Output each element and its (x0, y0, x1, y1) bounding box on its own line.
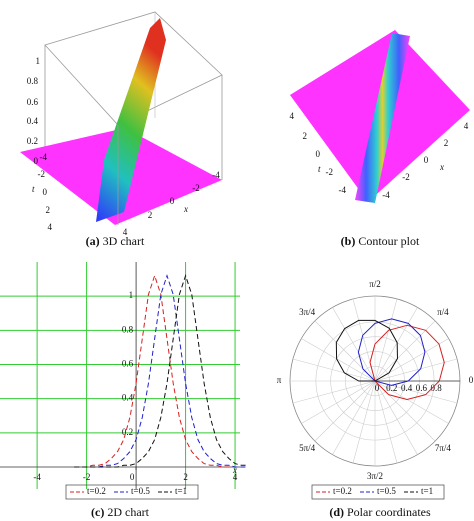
theta-tick-label: π/4 (437, 307, 449, 317)
theta-tick-label: 0 (469, 375, 474, 385)
legend-label: t=0.5 (131, 486, 150, 496)
spoke (314, 380, 376, 442)
x-tick-label: 0 (424, 155, 429, 165)
spoke (332, 380, 376, 455)
z-tick-label: 1 (36, 56, 41, 66)
spoke (374, 380, 398, 464)
legend-box (65, 484, 199, 500)
spoke (301, 338, 376, 382)
line-series (74, 274, 248, 468)
r-tick-label: 0.4 (401, 383, 413, 393)
spoke (332, 307, 376, 382)
x-tick-label: 2 (148, 210, 153, 220)
x-tick-label: 4 (123, 227, 128, 237)
polar-series (357, 318, 426, 386)
axis-label: x (232, 465, 237, 475)
caption-label: (c) (91, 505, 104, 519)
theta-tick-label: 7π/4 (435, 443, 452, 453)
x-tick-label: 2 (183, 472, 188, 482)
caption: (b) Contour plot (341, 234, 420, 248)
theta-tick-label: 3π/2 (367, 471, 383, 481)
z-tick-label: 0.6 (27, 97, 39, 107)
t-tick-label: 4 (290, 111, 295, 121)
caption: (c) 2D chart (91, 505, 150, 519)
caption-label: (a) (86, 234, 100, 248)
z-tick-label: 0.2 (27, 136, 38, 146)
legend-label: t=1 (175, 486, 187, 496)
spoke (374, 380, 449, 424)
theta-tick-label: π (277, 375, 282, 385)
caption-text: 3D chart (103, 234, 145, 248)
x-tick-label: -4 (212, 170, 220, 180)
spoke (292, 380, 376, 404)
z-tick-label: 0 (34, 156, 39, 166)
x-tick-label: 4 (464, 121, 469, 131)
x-tick-label: 0 (170, 196, 175, 206)
contour-plot (290, 30, 470, 203)
t-tick-label: -2 (38, 169, 46, 179)
caption-text: Contour plot (358, 234, 420, 248)
x-tick-label: -4 (33, 472, 41, 482)
spoke (374, 380, 418, 455)
t-tick-label: 4 (48, 222, 53, 232)
legend-label: t=0.5 (377, 486, 396, 496)
x-tick-label: -2 (402, 172, 410, 182)
legend-label: t=1 (421, 486, 433, 496)
y-tick-label: 0.2 (122, 427, 133, 437)
spoke (301, 380, 376, 424)
r-tick-label: 0.2 (386, 383, 397, 393)
caption-text: 2D chart (107, 505, 149, 519)
line-series (74, 274, 248, 468)
legend-box (311, 484, 445, 500)
polar-series (369, 324, 445, 400)
z-tick-label: 0.8 (27, 76, 39, 86)
caption: (d) Polar coordinates (329, 505, 431, 519)
spoke (374, 298, 398, 382)
t-tick-label: -4 (40, 152, 48, 162)
spoke (374, 320, 436, 382)
y-tick-label: 0.6 (122, 359, 134, 369)
caption-text: Polar coordinates (347, 505, 431, 519)
caption-label: (d) (329, 505, 344, 519)
z-tick-label: 0.4 (27, 116, 39, 126)
polar-series (335, 319, 398, 382)
spoke (292, 358, 376, 382)
t-tick-label: -2 (326, 167, 334, 177)
y-tick-label: 0.4 (122, 393, 134, 403)
r-tick-label: 0.6 (416, 383, 428, 393)
theta-tick-label: 5π/4 (299, 443, 316, 453)
legend-label: t=0.2 (87, 486, 106, 496)
x-tick-label: -2 (83, 472, 91, 482)
spoke (352, 380, 376, 464)
t-tick-label: 0 (43, 187, 48, 197)
y-tick-label: 1 (129, 290, 134, 300)
axis-label: t (32, 184, 35, 194)
spoke (374, 307, 418, 382)
axis-label: x (183, 204, 188, 214)
t-tick-label: 2 (46, 205, 51, 215)
x-tick-label: 2 (444, 138, 449, 148)
legend-label: t=0.2 (333, 486, 352, 496)
t-tick-label: -4 (339, 185, 347, 195)
r-tick-label: 0 (375, 383, 380, 393)
t-tick-label: 2 (303, 131, 308, 141)
r-tick-label: 0.8 (431, 383, 443, 393)
x-tick-label: 4 (233, 472, 238, 482)
x-tick-label: 0 (130, 472, 135, 482)
spoke (374, 358, 458, 382)
theta-tick-label: π/2 (369, 279, 381, 289)
x-tick-label: -4 (382, 190, 390, 200)
theta-tick-label: 3π/4 (299, 307, 316, 317)
surface-3d (20, 11, 223, 225)
caption-label: (b) (341, 234, 356, 248)
caption: (a) 3D chart (86, 234, 145, 248)
x-tick-label: -2 (192, 183, 200, 193)
axis-label: x (439, 162, 444, 172)
axis-label: t (318, 164, 321, 174)
y-tick-label: 0.8 (122, 324, 134, 334)
line-series (74, 274, 248, 468)
t-tick-label: 0 (316, 149, 321, 159)
